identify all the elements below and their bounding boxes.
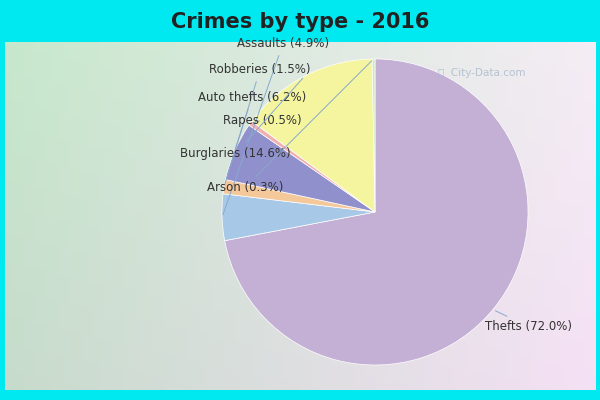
- Wedge shape: [224, 59, 528, 365]
- Wedge shape: [249, 121, 375, 212]
- Wedge shape: [222, 194, 375, 241]
- Text: Auto thefts (6.2%): Auto thefts (6.2%): [198, 91, 306, 148]
- Text: Thefts (72.0%): Thefts (72.0%): [485, 311, 572, 333]
- Text: Rapes (0.5%): Rapes (0.5%): [223, 114, 302, 127]
- Text: Burglaries (14.6%): Burglaries (14.6%): [180, 78, 303, 160]
- Wedge shape: [252, 59, 375, 212]
- Text: ⓘ  City-Data.com: ⓘ City-Data.com: [438, 68, 526, 78]
- Text: Assaults (4.9%): Assaults (4.9%): [223, 37, 329, 215]
- Text: Crimes by type - 2016: Crimes by type - 2016: [171, 12, 429, 32]
- Text: Robberies (1.5%): Robberies (1.5%): [209, 63, 311, 184]
- Wedge shape: [226, 125, 375, 212]
- Wedge shape: [372, 59, 375, 212]
- Text: Arson (0.3%): Arson (0.3%): [207, 61, 371, 194]
- Wedge shape: [223, 180, 375, 212]
